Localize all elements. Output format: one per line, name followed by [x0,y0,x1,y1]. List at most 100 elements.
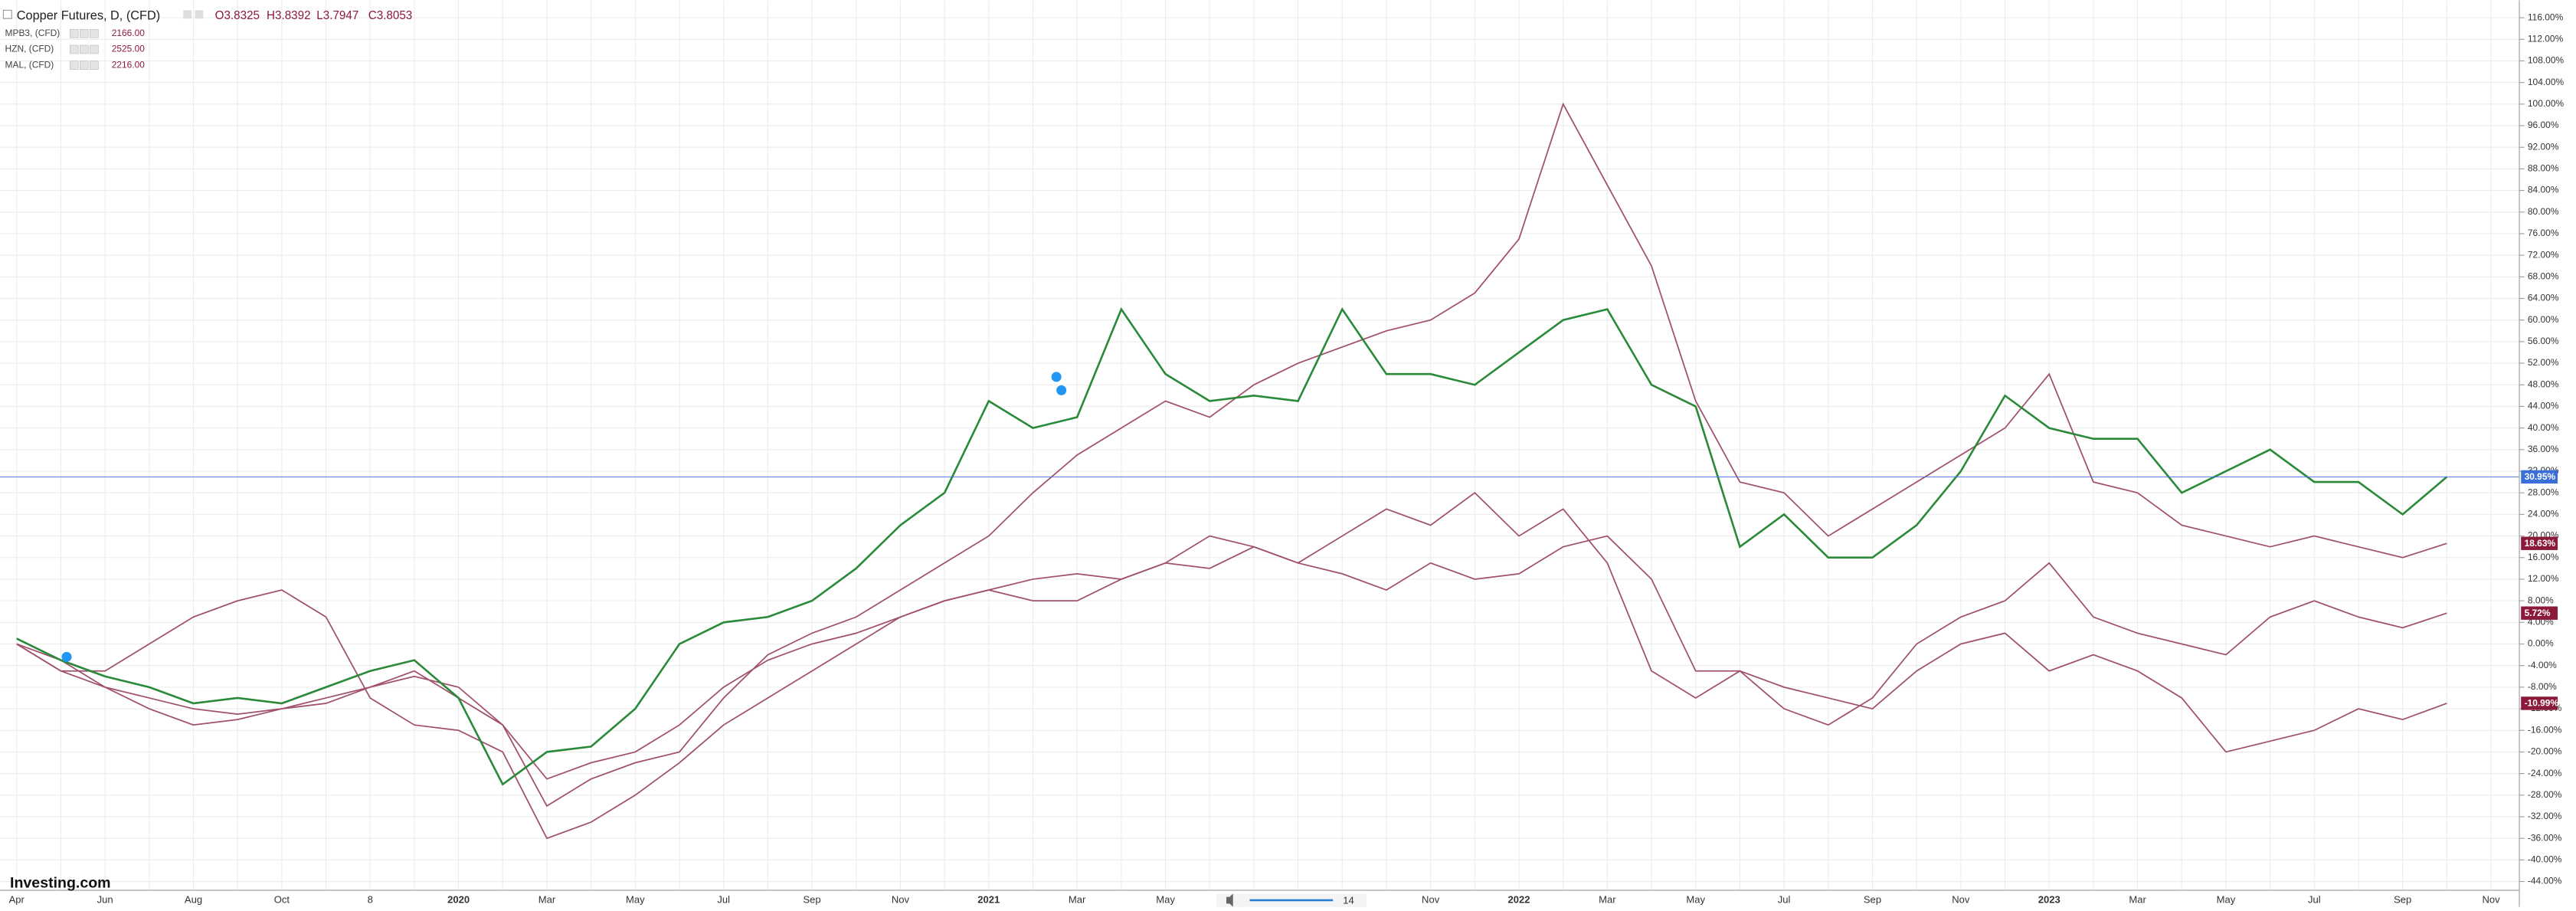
x-tick-label: Nov [2482,893,2500,905]
y-tick-label: 52.00% [2528,357,2559,368]
y-tick-label: -20.00% [2528,746,2562,757]
price-label-box [2521,536,2558,550]
icon[interactable] [195,10,204,19]
icon[interactable] [183,10,192,19]
ohlc-open: O3.8325 [215,9,260,22]
x-tick-label: 2022 [1507,893,1530,905]
y-tick-label: -32.00% [2528,811,2562,821]
legend-label: MAL, (CFD) [5,59,54,70]
plot [0,102,2520,840]
y-tick-label: 0.00% [2528,638,2554,649]
x-tick-label: Sep [2394,893,2411,905]
x-tick-label: Mar [2129,893,2146,905]
y-tick-label: 108.00% [2528,55,2565,66]
legend-icon[interactable] [80,61,89,70]
y-tick-label: -24.00% [2528,768,2562,778]
x-tick-label: Aug [185,893,202,905]
x-tick-label: May [2217,893,2236,905]
x-tick-label: Apr [9,893,25,905]
x-tick-label: May [1686,893,1705,905]
x-tick-label: Nov [1952,893,1970,905]
y-tick-label: 96.00% [2528,120,2559,130]
x-tick-label: Oct [274,893,290,905]
legend-icon[interactable] [90,44,99,54]
y-tick-label: 64.00% [2528,293,2559,303]
y-tick-label: 56.00% [2528,336,2559,346]
x-tick-label: Mar [538,893,556,905]
x-tick-label: Mar [1069,893,1086,905]
y-tick-label: 36.00% [2528,444,2559,454]
price-label: 30.95% [2525,471,2556,482]
y-tick-label: -28.00% [2528,789,2562,800]
legend-icon[interactable] [70,61,79,70]
series-line [16,492,2447,780]
price-label: 18.63% [2525,538,2556,549]
y-tick-label: 16.00% [2528,552,2559,562]
x-tick-label: Jun [97,893,113,905]
collapse-icon[interactable] [2,9,12,19]
y-tick-label: 40.00% [2528,422,2559,433]
event-marker[interactable] [1056,385,1067,395]
chart-title: Copper Futures, D, (CFD) [17,8,160,22]
y-tick-label: -36.00% [2528,832,2562,843]
legend-icon[interactable] [90,61,99,70]
y-tick-label: -8.00% [2528,681,2557,692]
x-tick-label: Nov [1422,893,1440,905]
x-tick-label: Jul [2308,893,2321,905]
legend-last: 2166.00 [112,28,146,38]
legend-icon[interactable] [80,29,89,38]
legend-icon[interactable] [70,29,79,38]
series-line [16,102,2447,808]
y-tick-label: 8.00% [2528,595,2554,605]
grid [0,0,2520,890]
sound-icon[interactable] [1226,893,1233,907]
legend-label: HZN, (CFD) [5,44,54,54]
x-tick-label: Nov [892,893,910,905]
ohlc-high: H3.8392 [267,9,311,22]
x-tick-label: 2021 [977,893,1000,905]
y-tick-label: -40.00% [2528,854,2562,865]
y-tick-label: 60.00% [2528,314,2559,325]
x-tick-label: May [626,893,645,905]
y-tick-label: -4.00% [2528,660,2557,670]
x-tick-label: 8 [368,893,373,905]
y-tick-label: -44.00% [2528,876,2562,886]
y-tick-label: 112.00% [2528,33,2564,44]
event-marker[interactable] [1051,372,1062,382]
price-label-box [2521,606,2558,620]
x-tick-label: Jul [1778,893,1791,905]
y-tick-label: 116.00% [2528,11,2564,22]
legend-icon[interactable] [80,44,89,54]
y-tick-label: 48.00% [2528,378,2559,389]
legend: MPB3, (CFD) 2166.00 HZN, (CFD) 2525.00 MAL, … [5,28,146,70]
y-tick-label: 12.00% [2528,573,2559,584]
y-tick-label: 100.00% [2528,98,2565,109]
y-tick-label: 80.00% [2528,206,2559,217]
brand-logo: Investing.com [10,874,111,891]
y-tick-label: 72.00% [2528,249,2559,260]
x-tick-label: May [1156,893,1175,905]
event-marker[interactable] [61,651,72,662]
price-label: 5.72% [2525,608,2551,618]
y-tick-label: 88.00% [2528,163,2559,174]
x-tick-label: Sep [1864,893,1881,905]
y-tick-label: 104.00% [2528,77,2565,87]
x-tick-label: Mar [1599,893,1616,905]
y-tick-label: 28.00% [2528,487,2559,497]
x-tick-label: Sep [803,893,820,905]
series-line [16,306,2448,786]
y-tick-label: -16.00% [2528,724,2562,735]
legend-icon[interactable] [70,44,79,54]
legend-icon[interactable] [90,29,99,38]
legend-label: MPB3, (CFD) [5,28,61,38]
x-tick-label: 2023 [2038,893,2060,905]
scroll-label: 14 [1343,895,1354,906]
ohlc-low: L3.7947 [316,9,358,22]
x-tick-label: 2020 [447,893,470,905]
y-tick-label: 92.00% [2528,141,2559,152]
y-tick-label: 24.00% [2528,509,2559,519]
y-tick-label: 44.00% [2528,401,2559,411]
